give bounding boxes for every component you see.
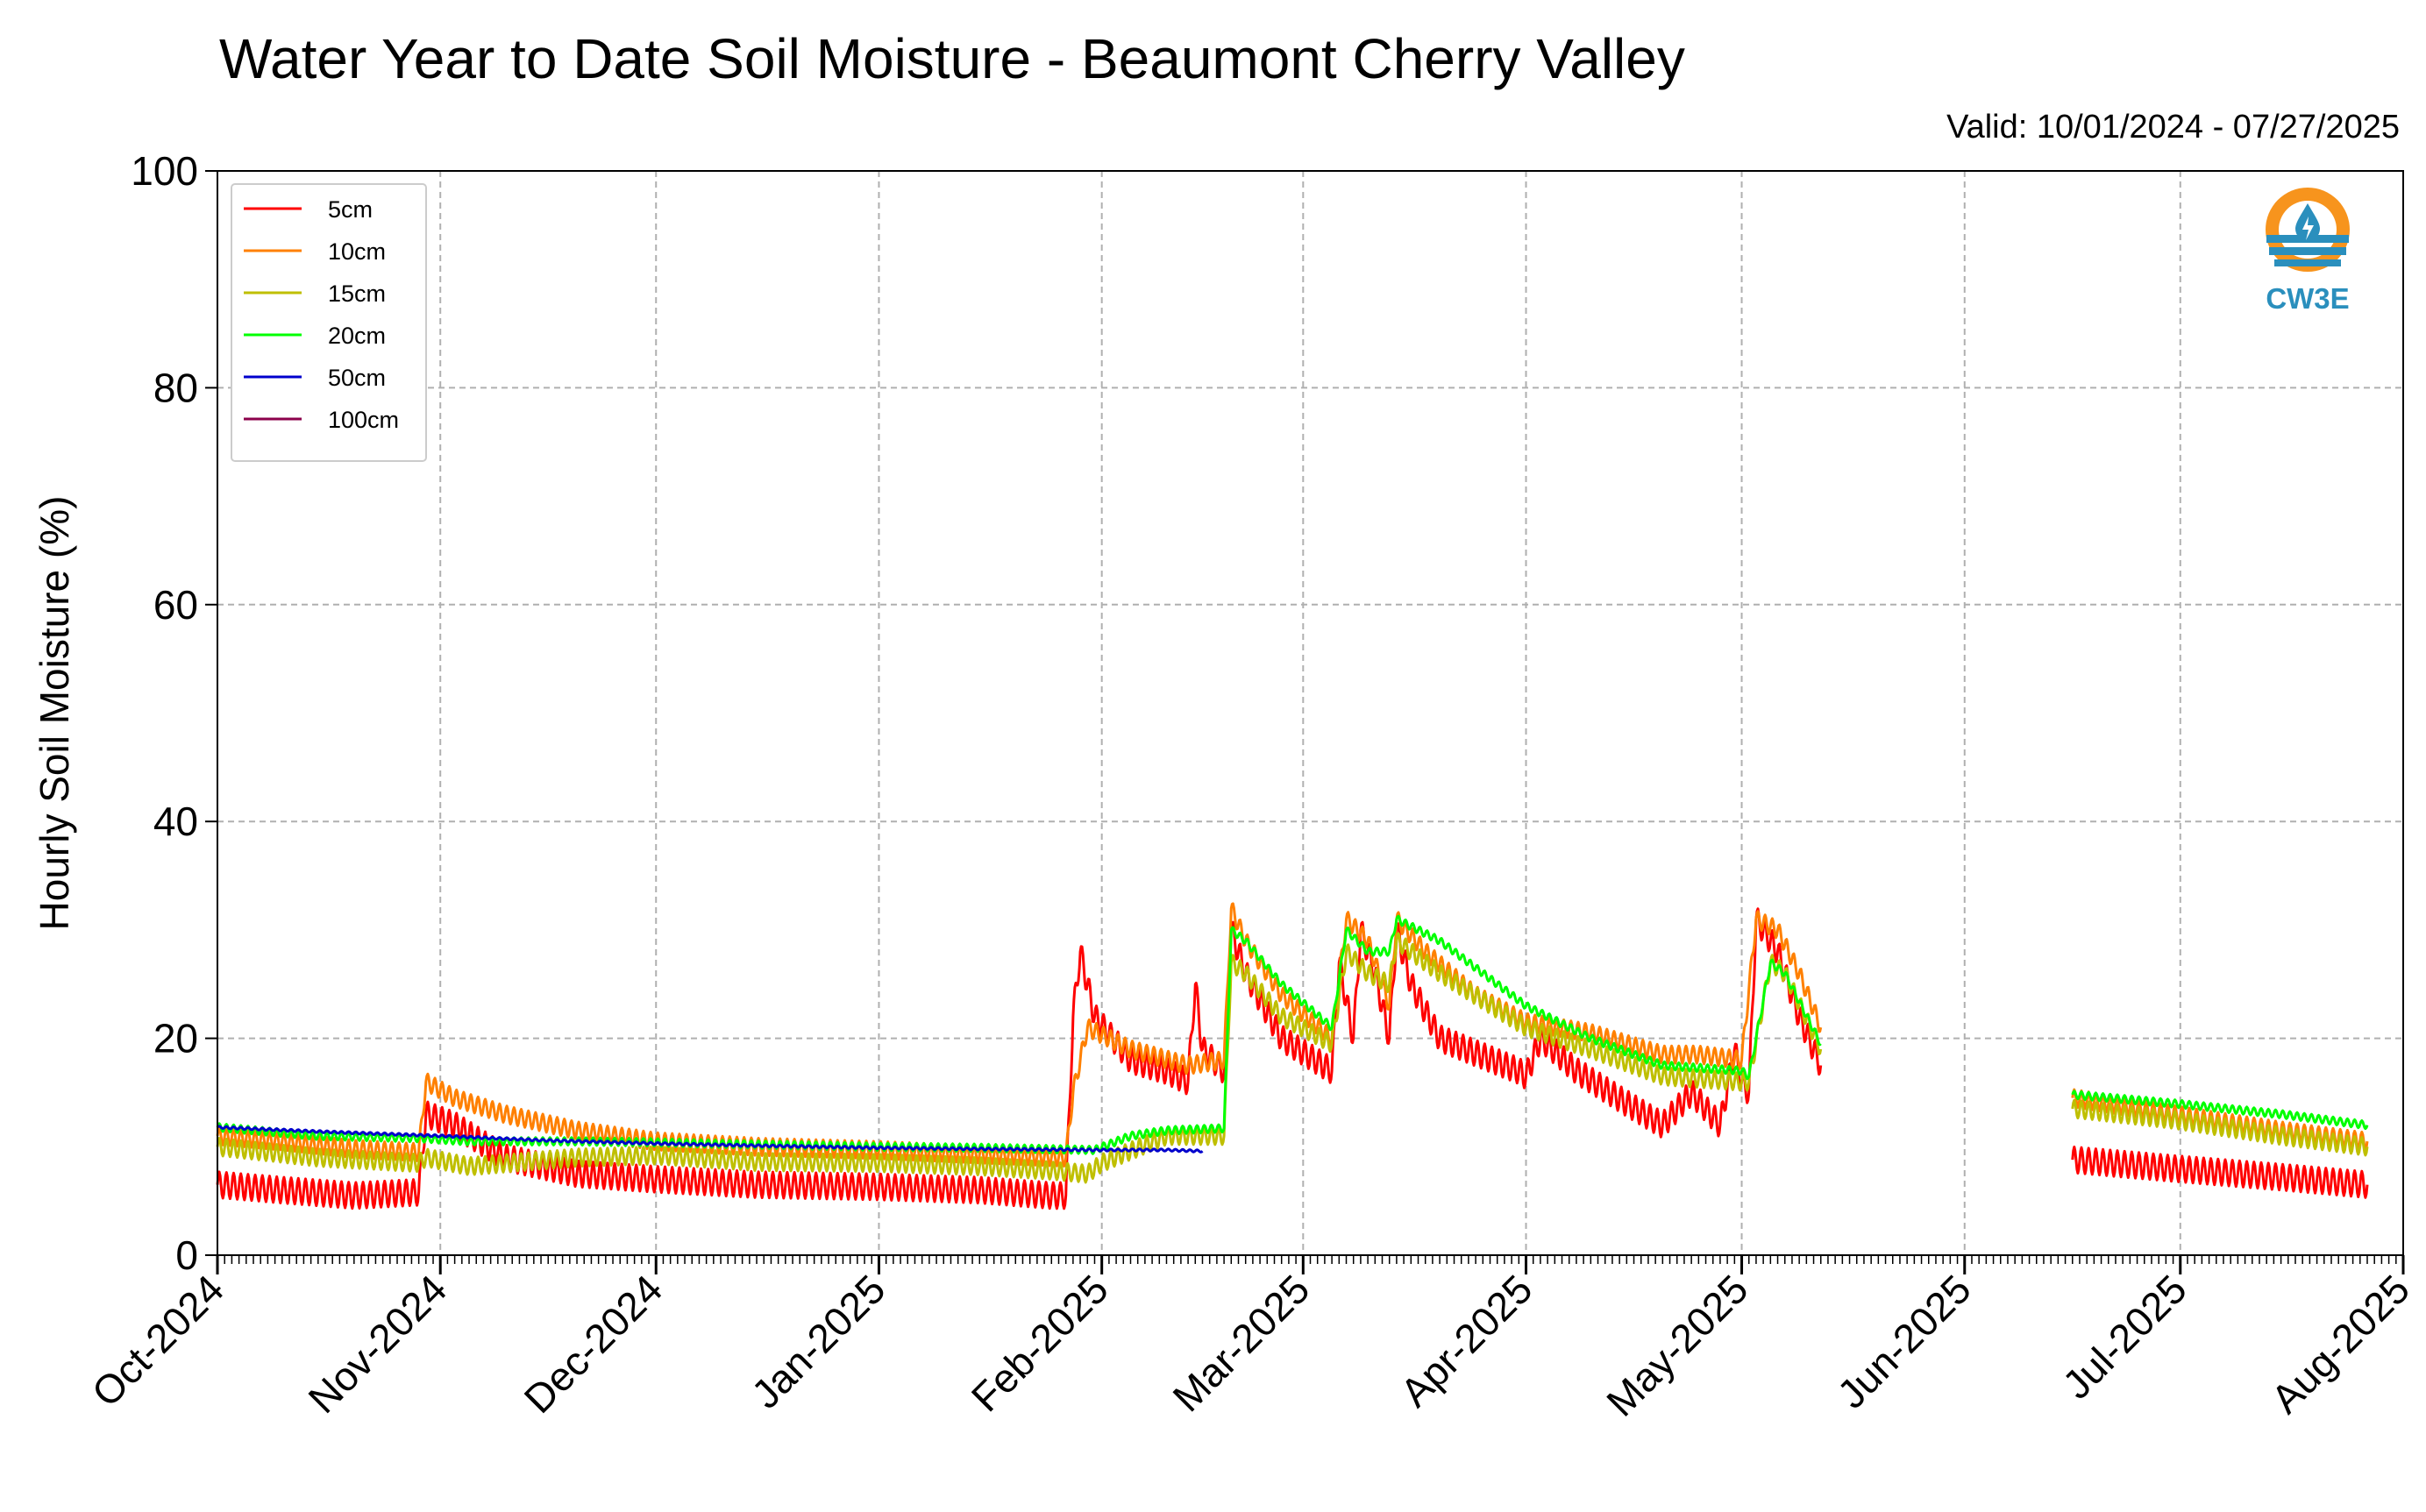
y-tick-label: 80: [153, 365, 198, 410]
series-line-5cm: [2071, 1146, 2369, 1199]
x-tick-label: Nov-2024: [299, 1266, 455, 1422]
flame-icon: [2302, 217, 2314, 240]
y-tick-label: 60: [153, 582, 198, 628]
x-tick-label: Oct-2024: [83, 1266, 233, 1416]
grid-layer: [217, 171, 2403, 1255]
series-15cm: [216, 932, 2369, 1184]
x-tick-label: Jun-2025: [1828, 1266, 1979, 1416]
y-axis-ticks: 0 20 40 60 80 100: [131, 148, 217, 1278]
legend-label-10cm: 10cm: [328, 238, 386, 265]
x-axis-ticks: Oct-2024 Nov-2024 Dec-2024 Jan-2025 Feb-2025…: [83, 1255, 2418, 1425]
legend-box: [231, 183, 427, 462]
chart-subtitle: Valid: 10/01/2024 - 07/27/2025: [1946, 109, 2400, 146]
x-tick-label: May-2025: [1597, 1266, 1756, 1424]
minor-ticks: [217, 1255, 2404, 1264]
y-tick-label: 40: [153, 799, 198, 844]
series-line-50cm: [217, 1125, 1204, 1154]
plot-area-frame: [217, 170, 2404, 1256]
series-line-15cm: [216, 932, 1823, 1184]
legend: 5cm 10cm 15cm 20cm 50cm 100cm: [231, 183, 427, 462]
x-tick-label: Feb-2025: [963, 1266, 1117, 1420]
x-tick-label: Jul-2025: [2053, 1266, 2195, 1408]
x-tick-label: Dec-2024: [516, 1266, 672, 1422]
logo-wave-2: [2269, 247, 2346, 255]
x-tick-label: Mar-2025: [1163, 1266, 1318, 1420]
legend-label-50cm: 50cm: [328, 365, 386, 391]
series-line-20cm: [2071, 1090, 2369, 1131]
legend-label-100cm: 100cm: [328, 407, 399, 433]
y-tick-label: 0: [175, 1232, 198, 1278]
legend-label-15cm: 15cm: [328, 280, 386, 307]
series-line-5cm: [216, 907, 1823, 1210]
chart-title: Water Year to Date Soil Moisture - Beaum…: [219, 27, 1685, 90]
logo-text: CW3E: [2266, 282, 2349, 315]
series-line-15cm: [2071, 1098, 2369, 1157]
x-tick-label: Aug-2025: [2262, 1266, 2418, 1422]
logo-wave-3: [2274, 259, 2341, 266]
legend-label-20cm: 20cm: [328, 323, 386, 349]
legend-label-5cm: 5cm: [328, 196, 373, 223]
y-tick-label: 100: [131, 148, 198, 194]
series-50cm: [217, 1125, 1204, 1154]
series-layer: [216, 902, 2369, 1210]
cw3e-logo: CW3E: [2266, 188, 2350, 315]
x-tick-label: Jan-2025: [743, 1266, 893, 1416]
y-tick-label: 20: [153, 1016, 198, 1061]
series-5cm: [216, 907, 2369, 1210]
series-line-10cm: [216, 902, 1823, 1168]
y-axis-label: Hourly Soil Moisture (%): [32, 496, 77, 931]
x-tick-label: Apr-2025: [1391, 1266, 1541, 1416]
